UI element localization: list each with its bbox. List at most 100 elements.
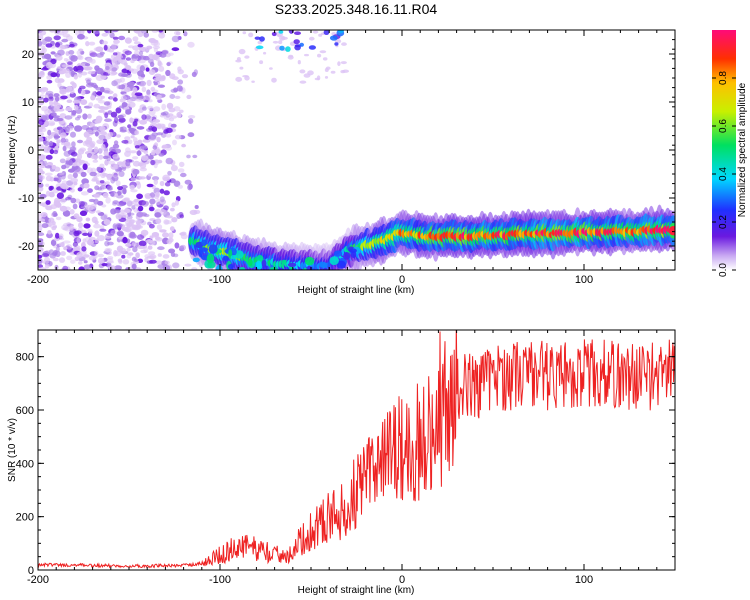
noise-speckle [121, 226, 129, 231]
noise-speckle [193, 209, 201, 215]
noise-speckle [45, 62, 53, 69]
noise-speckle [304, 53, 309, 57]
noise-speckle [77, 148, 85, 155]
noise-speckle [65, 244, 73, 250]
noise-speckle [118, 236, 124, 240]
noise-speckle [147, 105, 154, 110]
noise-speckle [177, 184, 183, 189]
noise-speckle [319, 50, 327, 54]
noise-speckle [76, 252, 83, 259]
noise-speckle [161, 103, 167, 111]
noise-speckle [159, 196, 165, 203]
ridge-blob [287, 262, 297, 267]
y-tick-label: 20 [22, 49, 34, 61]
noise-speckle [49, 149, 55, 155]
noise-speckle [47, 230, 52, 235]
noise-speckle [154, 194, 160, 200]
noise-speckle [38, 136, 44, 143]
noise-speckle [113, 209, 121, 214]
noise-speckle [51, 226, 57, 231]
colorbar-gradient [712, 30, 736, 270]
noise-speckle [153, 106, 161, 112]
noise-speckle [155, 218, 162, 225]
noise-speckle [156, 94, 162, 99]
ridge-blob [274, 276, 280, 280]
noise-speckle [177, 168, 185, 173]
noise-speckle [86, 57, 93, 63]
noise-speckle [128, 127, 134, 132]
noise-speckle [59, 132, 67, 139]
noise-speckle [62, 145, 67, 152]
noise-speckle [159, 229, 167, 233]
noise-speckle [147, 173, 153, 177]
noise-speckle [120, 213, 129, 218]
noise-speckle [87, 188, 93, 194]
noise-speckle [38, 183, 44, 188]
noise-speckle [87, 113, 92, 119]
noise-speckle [162, 254, 170, 259]
noise-speckle [149, 198, 156, 205]
noise-speckle [89, 52, 98, 58]
ridge-blob [331, 271, 335, 277]
snr-x-label: Height of straight line (km) [298, 585, 415, 596]
noise-speckle [180, 231, 187, 236]
noise-speckle [106, 185, 113, 191]
ridge-blob [256, 260, 262, 269]
noise-speckle [65, 106, 73, 112]
noise-speckle [50, 51, 56, 55]
colorbar-ticks: 0.0 0.2 0.4 0.6 0.8 [712, 71, 736, 277]
noise-speckle [103, 219, 111, 226]
noise-speckle [104, 112, 109, 119]
noise-speckle [78, 200, 86, 207]
noise-speckle [172, 139, 177, 146]
noise-speckle [139, 119, 148, 125]
noise-speckle [66, 255, 73, 261]
noise-speckle [251, 80, 255, 83]
noise-speckle [54, 77, 61, 84]
noise-speckle [112, 200, 119, 205]
noise-speckle [102, 192, 109, 198]
noise-speckle [133, 137, 138, 143]
noise-speckle [117, 51, 122, 58]
noise-speckle [97, 100, 106, 104]
noise-speckle [174, 134, 182, 140]
noise-speckle [108, 160, 115, 165]
noise-speckle [55, 54, 63, 61]
ridge-blob [248, 258, 253, 267]
noise-speckle [138, 59, 146, 64]
noise-speckle [138, 240, 147, 247]
spectrogram-data [38, 30, 675, 280]
ridge-blob [259, 36, 265, 42]
noise-speckle [153, 81, 158, 86]
noise-speckle [113, 39, 120, 44]
noise-speckle [186, 154, 191, 159]
noise-speckle [49, 100, 53, 106]
noise-speckle [94, 65, 100, 71]
noise-speckle [70, 151, 78, 157]
noise-speckle [118, 85, 124, 90]
noise-speckle [155, 260, 163, 265]
noise-speckle [309, 36, 315, 41]
y-tick-label: 800 [16, 352, 34, 364]
noise-speckle [96, 166, 102, 172]
noise-speckle [93, 47, 99, 51]
noise-speckle [168, 107, 176, 113]
noise-speckle [73, 165, 80, 170]
noise-speckle [69, 209, 75, 215]
noise-speckle [69, 146, 77, 152]
noise-speckle [69, 88, 75, 95]
noise-speckle [80, 99, 88, 105]
noise-speckle [38, 119, 45, 126]
noise-speckle [171, 202, 176, 208]
noise-speckle [121, 102, 128, 108]
noise-speckle [157, 246, 165, 251]
noise-speckle [155, 56, 160, 62]
noise-speckle [152, 145, 158, 150]
noise-speckle [77, 115, 82, 119]
y-tick-label: -10 [18, 193, 34, 205]
noise-speckle [68, 50, 75, 55]
noise-speckle [80, 89, 86, 96]
noise-speckle [179, 109, 184, 114]
noise-speckle [184, 179, 192, 185]
y-tick-label: 400 [16, 458, 34, 470]
